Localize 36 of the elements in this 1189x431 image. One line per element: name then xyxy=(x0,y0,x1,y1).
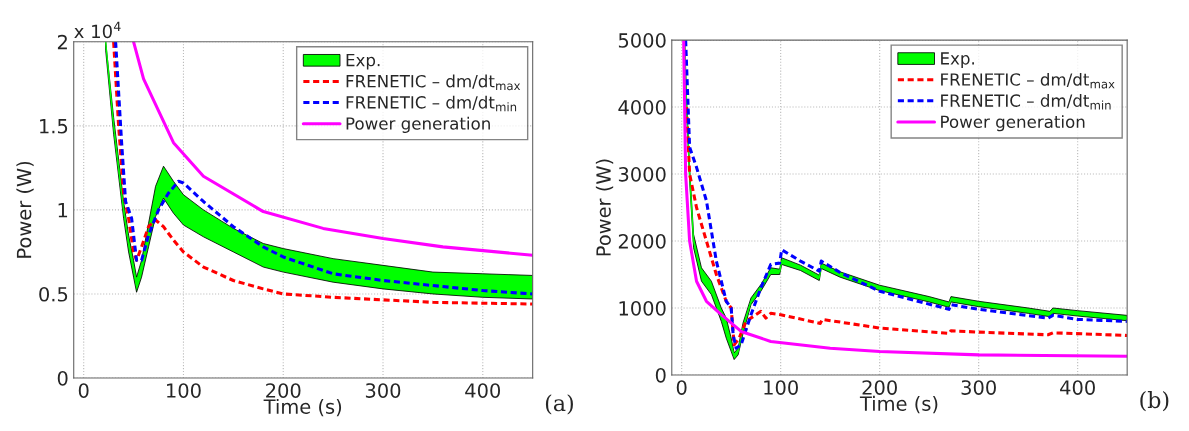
x-tick-label: 400 xyxy=(1060,380,1095,395)
text: x 10$^{4}$ xyxy=(74,21,121,39)
legend-label: Power generation xyxy=(346,116,490,133)
legend-label: Exp. xyxy=(941,52,974,68)
legend-label: FRENETIC – dm/dt$_{min}$ xyxy=(346,95,517,112)
x-tick-label: 300 xyxy=(961,380,996,395)
x-tick-label: 100 xyxy=(167,383,201,398)
line-series xyxy=(132,41,533,257)
x-tick-label: 0 xyxy=(676,380,687,395)
y-tick-label: 0 xyxy=(655,367,666,383)
legend-label: FRENETIC – dm/dt$_{max}$ xyxy=(941,72,1115,89)
x-tick-label: 200 xyxy=(266,383,301,398)
y-tick-label: 2000 xyxy=(618,233,666,249)
y-tick-label: 0.5 xyxy=(39,286,68,302)
x-axis-title: Time (s) xyxy=(859,395,938,414)
y-tick-label: 1000 xyxy=(619,300,666,316)
x-tick-label: 300 xyxy=(365,383,401,398)
x-tick-label: 0 xyxy=(78,383,89,398)
x-tick-label: 100 xyxy=(764,380,798,395)
y-tick-label: 1 xyxy=(58,203,68,218)
y-tick-label: 4000 xyxy=(618,100,666,115)
legend-label: Power generation xyxy=(941,115,1085,132)
legend-label: FRENETIC – dm/dt$_{max}$ xyxy=(346,74,521,91)
y-tick-label: 5000 xyxy=(618,33,666,48)
x-tick-label: 400 xyxy=(465,383,501,398)
y-tick-label: 3000 xyxy=(618,166,666,182)
x-axis-title: Time (s) xyxy=(263,398,342,417)
y-tick-label: 1.5 xyxy=(40,119,68,134)
y-axis-title: Power (W) xyxy=(595,159,614,256)
legend-label: FRENETIC – dm/dt$_{min}$ xyxy=(941,94,1111,110)
legend-label: Exp. xyxy=(346,53,380,70)
y-tick-label: 2 xyxy=(57,34,67,50)
x-tick-label: 200 xyxy=(862,380,897,395)
text: (a) xyxy=(545,394,573,415)
y-axis-title: Power (W) xyxy=(16,161,34,258)
text: (b) xyxy=(1140,391,1169,412)
